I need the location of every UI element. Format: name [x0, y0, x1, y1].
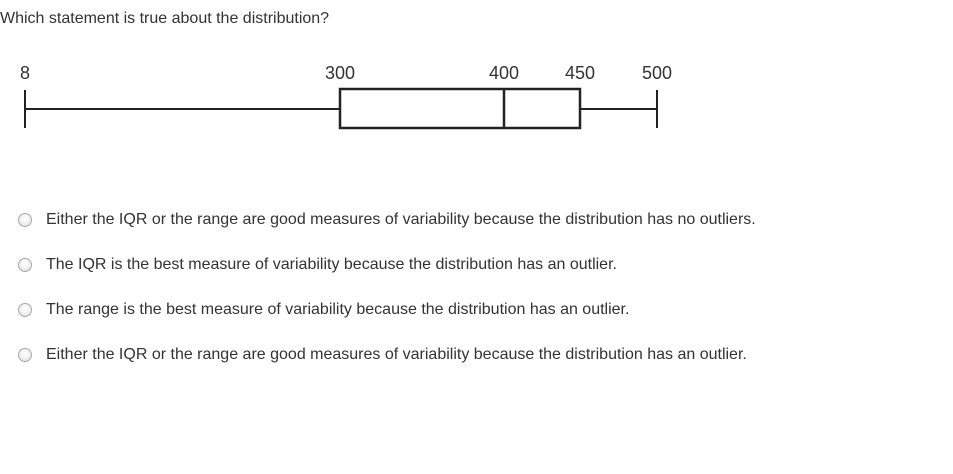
answer-option-4[interactable]: Either the IQR or the range are good mea… — [18, 343, 747, 367]
answer-option-2[interactable]: The IQR is the best measure of variabili… — [18, 253, 617, 277]
answer-option-label[interactable]: The range is the best measure of variabi… — [46, 301, 630, 318]
radio-button-icon[interactable] — [18, 303, 32, 317]
answer-option-3[interactable]: The range is the best measure of variabi… — [18, 298, 629, 322]
tick-label-median: 400 — [489, 63, 519, 83]
question-text: Which statement is true about the distri… — [0, 10, 330, 27]
tick-label-q3: 450 — [565, 63, 595, 83]
tick-label-max: 500 — [642, 63, 672, 83]
answer-option-label[interactable]: Either the IQR or the range are good mea… — [46, 346, 747, 363]
answer-option-label[interactable]: Either the IQR or the range are good mea… — [46, 211, 756, 228]
radio-button-icon[interactable] — [18, 348, 32, 362]
answer-option-1[interactable]: Either the IQR or the range are good mea… — [18, 208, 756, 232]
tick-label-q1: 300 — [325, 63, 355, 83]
radio-button-icon[interactable] — [18, 258, 32, 272]
tick-label-min: 8 — [20, 63, 30, 83]
iqr-box — [338, 87, 582, 130]
box-plot: 8 300 400 450 500 — [20, 63, 672, 130]
radio-button-icon[interactable] — [18, 213, 32, 227]
answer-option-label[interactable]: The IQR is the best measure of variabili… — [46, 256, 617, 273]
